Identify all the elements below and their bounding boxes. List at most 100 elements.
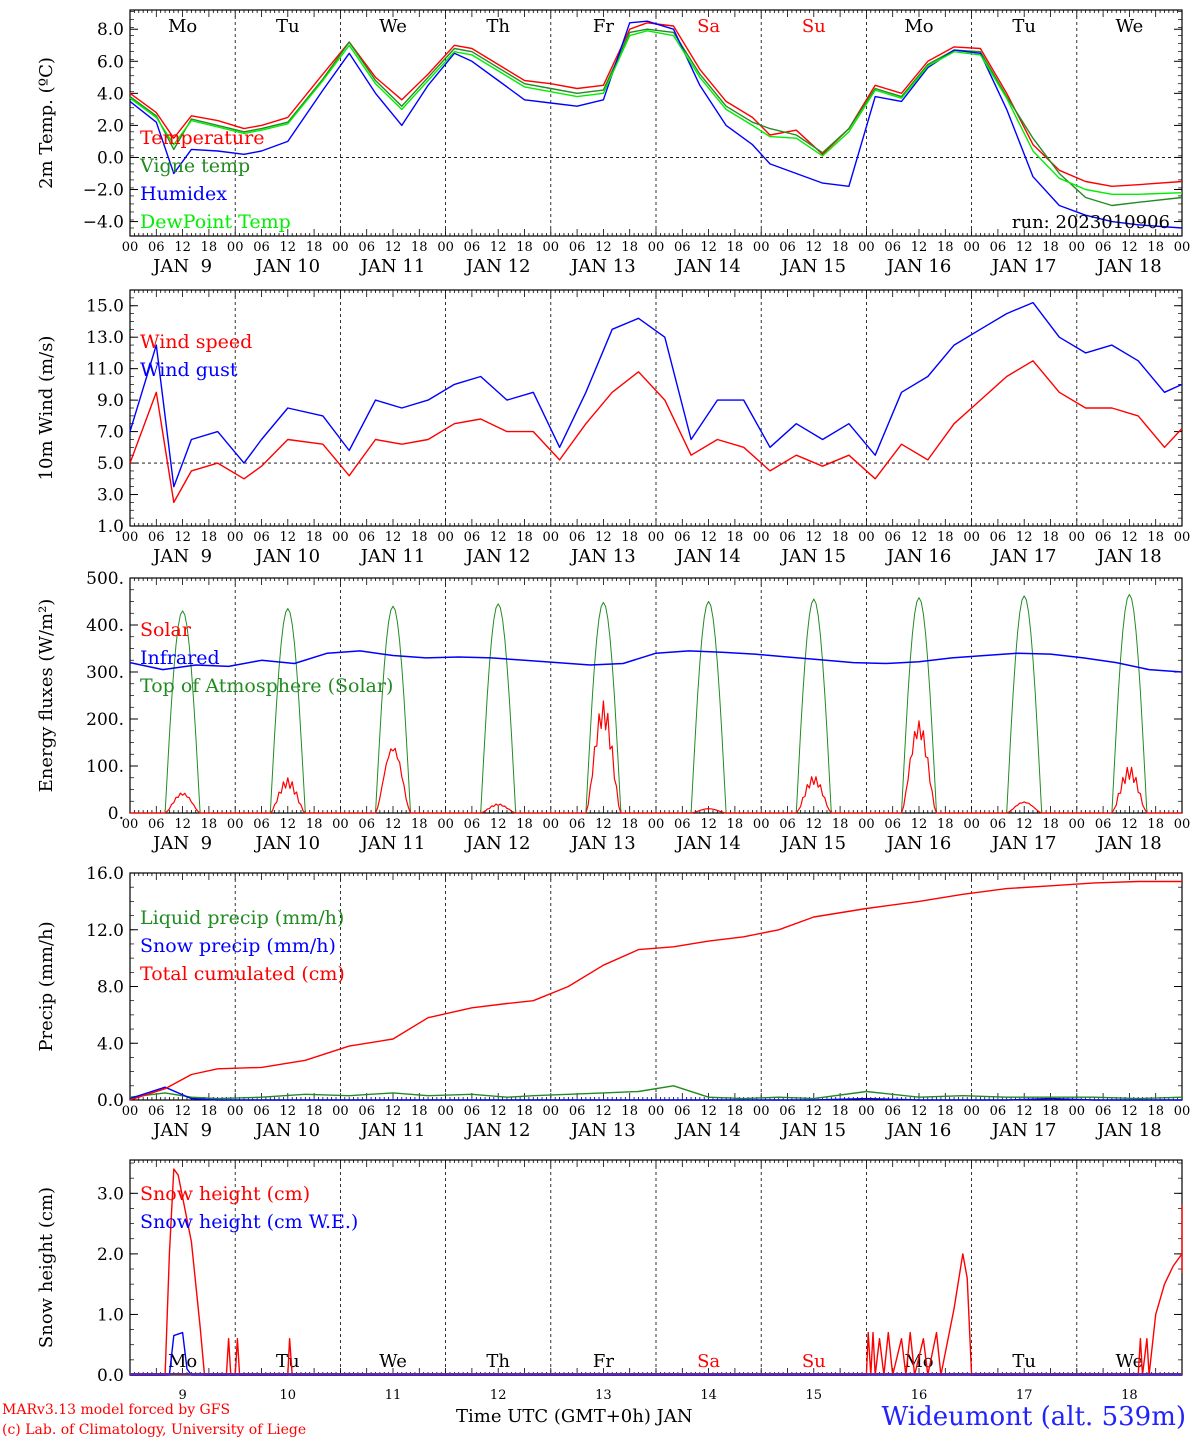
x-hour-tick-label: 00: [1069, 240, 1086, 255]
panel-3: 00 06 12 18 00 06 12 18 00 06 12 18 00 06 12 18 00 06 12 18…: [36, 569, 1190, 854]
x-hour-tick-label: 12: [490, 817, 507, 832]
weekday-label: We: [1116, 1351, 1144, 1372]
weekday-label: Tu: [1012, 16, 1036, 37]
x-hour-tick-label: 12: [1121, 1104, 1138, 1119]
x-hour-tick-label: 00: [227, 1104, 244, 1119]
weekday-label: Su: [802, 16, 826, 37]
x-hour-tick-label: 12: [490, 530, 507, 545]
y-axis-label: Snow height (cm): [36, 1187, 57, 1348]
x-hour-tick-label: 12: [1016, 530, 1033, 545]
x-hour-tick-label: 12: [280, 530, 297, 545]
day-label: JAN 14: [674, 256, 741, 277]
panel-4: 00 06 12 18 00 06 12 18 00 06 12 18 00 06 12 18 00 06 12 18…: [36, 864, 1190, 1141]
x-hour-tick-label: 12: [700, 530, 717, 545]
weekday-label: Mo: [168, 1351, 197, 1372]
x-hour-tick-label: 18: [832, 240, 849, 255]
x-hour-tick-label: 06: [358, 530, 375, 545]
legend-entry: Wind speed: [140, 331, 252, 353]
x-hour-tick-label: 00: [1069, 1104, 1086, 1119]
x-hour-tick-label: 18: [516, 817, 533, 832]
x-hour-tick-label: 00: [858, 817, 875, 832]
day-label: JAN 10: [254, 546, 321, 567]
day-number-label: 16: [911, 1388, 928, 1403]
day-label: JAN 17: [990, 256, 1057, 277]
series-line-1: [129, 28, 1183, 207]
panel-2: 00 06 12 18 00 06 12 18 00 06 12 18 00 06 12 18 00 06 12 18…: [36, 289, 1190, 567]
day-label: JAN 18: [1095, 833, 1162, 854]
x-hour-tick-label: 12: [806, 530, 823, 545]
run-annotation: run: 2023010906: [1012, 212, 1170, 233]
legend-entry: Snow precip (mm/h): [140, 935, 336, 957]
legend-entry: Total cumulated (cm): [140, 963, 345, 985]
day-label: JAN 11: [359, 833, 426, 854]
x-hour-tick-label: 06: [990, 817, 1007, 832]
weekday-label: Th: [486, 1351, 510, 1372]
legend-entry: DewPoint Temp: [140, 211, 291, 233]
model-credit: MARv3.13 model forced by GFS: [2, 1402, 231, 1418]
y-tick-label: 3.0: [97, 1184, 124, 1204]
x-hour-tick-label: 18: [1147, 530, 1164, 545]
y-tick-label: 2.0: [97, 1245, 124, 1265]
x-hour-tick-label: 18: [411, 240, 428, 255]
x-hour-tick-label: 12: [1016, 817, 1033, 832]
legend-entry: Snow height (cm W.E.): [140, 1211, 358, 1233]
x-hour-tick-label: 06: [253, 1104, 270, 1119]
series-solar-line: [130, 700, 1182, 814]
x-hour-tick-label: 18: [727, 817, 744, 832]
y-tick-label: 0.0: [97, 1091, 124, 1111]
x-hour-tick-label: 06: [779, 1104, 796, 1119]
y-tick-label: 1.0: [97, 1305, 124, 1325]
x-hour-tick-label: 06: [148, 817, 165, 832]
x-hour-tick-label: 18: [411, 530, 428, 545]
y-tick-label: 5.0: [97, 454, 124, 474]
legend-entry: Infrared: [140, 647, 220, 669]
legend-entry: Liquid precip (mm/h): [140, 907, 344, 929]
day-number-label: 14: [700, 1388, 717, 1403]
x-hour-tick-label: 00: [648, 240, 665, 255]
y-tick-label: 9.0: [97, 391, 124, 411]
day-label: JAN 13: [569, 256, 636, 277]
x-hour-tick-label: 12: [700, 1104, 717, 1119]
day-label: JAN 12: [464, 833, 531, 854]
x-hour-tick-label: 06: [358, 240, 375, 255]
x-hour-tick-label: 06: [569, 817, 586, 832]
x-hour-tick-label: 06: [884, 1104, 901, 1119]
x-hour-tick-label: 18: [937, 530, 954, 545]
day-label: JAN 12: [464, 1120, 531, 1141]
x-hour-tick-label: 06: [1095, 1104, 1112, 1119]
legend-entry: Snow height (cm): [140, 1183, 310, 1205]
series-line-3: [129, 30, 1183, 196]
x-hour-tick-label: 12: [280, 240, 297, 255]
x-hour-tick-label: 12: [1016, 240, 1033, 255]
x-hour-tick-label: 00: [122, 1104, 139, 1119]
y-tick-label: 0.: [108, 804, 124, 824]
day-label: JAN 18: [1095, 256, 1162, 277]
x-hour-tick-label: 06: [148, 530, 165, 545]
day-label: JAN 13: [569, 546, 636, 567]
x-hour-tick-label: 18: [621, 1104, 638, 1119]
legend-entry: Humidex: [140, 183, 227, 205]
day-number-label: 10: [280, 1388, 297, 1403]
series-line-2: [129, 880, 1182, 1101]
x-hour-tick-label: 12: [595, 1104, 612, 1119]
day-label: JAN 17: [990, 1120, 1057, 1141]
x-hour-tick-label: 00: [858, 530, 875, 545]
x-hour-tick-label: 18: [516, 530, 533, 545]
x-hour-tick-label: 12: [1121, 817, 1138, 832]
day-label: JAN 18: [1095, 546, 1162, 567]
day-label: JAN 9: [151, 1120, 212, 1141]
x-hour-tick-label: 00: [543, 240, 560, 255]
x-hour-tick-label: 18: [937, 240, 954, 255]
day-label: JAN 16: [885, 546, 952, 567]
x-hour-tick-label: 18: [306, 530, 323, 545]
day-label: JAN 11: [359, 546, 426, 567]
x-hour-tick-label: 06: [464, 240, 481, 255]
y-axis-label: Precip (mm/h): [36, 921, 57, 1051]
x-hour-tick-label: 06: [990, 240, 1007, 255]
x-hour-tick-label: 06: [358, 817, 375, 832]
x-hour-tick-label: 18: [201, 530, 218, 545]
x-hour-tick-label: 00: [648, 817, 665, 832]
y-tick-label: 2.0: [97, 116, 124, 136]
x-hour-tick-label: 18: [937, 817, 954, 832]
y-tick-label: 4.0: [97, 1034, 124, 1054]
